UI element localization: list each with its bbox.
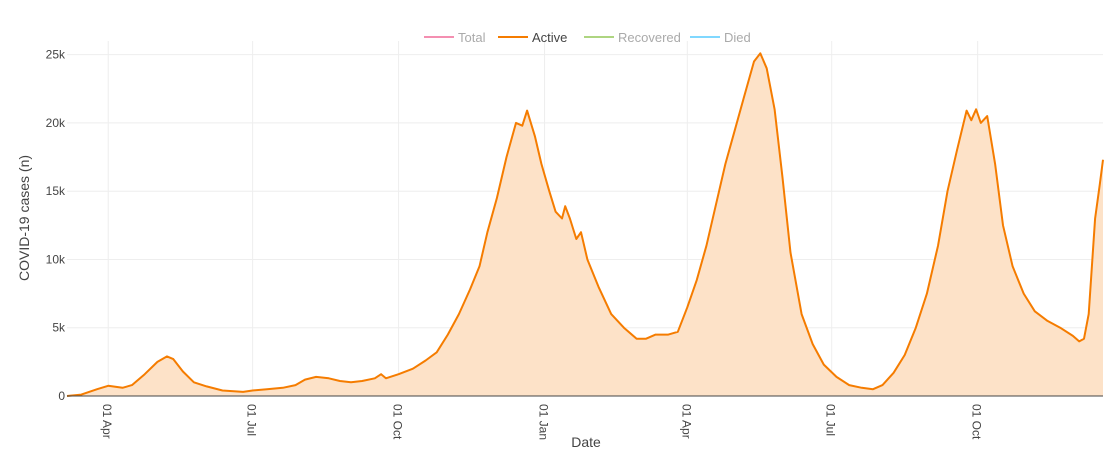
- x-tick-label: 01 Apr: [100, 404, 114, 439]
- legend-label: Recovered: [618, 30, 681, 45]
- series-area: [66, 52, 1104, 397]
- legend-item-died[interactable]: Died: [690, 30, 751, 45]
- legend-label: Active: [532, 30, 567, 45]
- y-tick-label: 25k: [46, 48, 66, 62]
- active-area-fill: [67, 53, 1103, 397]
- legend-label: Total: [458, 30, 486, 45]
- legend-item-active[interactable]: Active: [498, 30, 567, 45]
- x-axis-title: Date: [571, 434, 601, 450]
- x-tick-label: 01 Apr: [679, 404, 693, 439]
- x-tick-label: 01 Oct: [391, 404, 405, 440]
- y-tick-label: 20k: [46, 116, 66, 130]
- y-axis-title: COVID-19 cases (n): [16, 155, 32, 281]
- grid-lines: [67, 41, 1103, 396]
- x-tick-label: 01 Jul: [245, 404, 259, 436]
- y-tick-label: 0: [58, 389, 65, 403]
- legend-item-total[interactable]: Total: [424, 30, 486, 45]
- legend-label: Died: [724, 30, 751, 45]
- axes: 0 5k 10k 15k 20k 25k 01 Apr 01 Jul 01 Oct 01 Jan 0…: [46, 48, 1103, 440]
- y-tick-label: 10k: [46, 252, 66, 266]
- x-tick-label: 01 Jan: [537, 404, 551, 440]
- x-tick-label: 01 Jul: [824, 404, 838, 436]
- y-tick-label: 15k: [46, 184, 66, 198]
- x-tick-label: 01 Oct: [970, 404, 984, 440]
- active-series-line: [66, 52, 1104, 397]
- legend[interactable]: Total Active Recovered Died: [424, 30, 751, 45]
- y-tick-label: 5k: [52, 321, 66, 335]
- legend-item-recovered[interactable]: Recovered: [584, 30, 681, 45]
